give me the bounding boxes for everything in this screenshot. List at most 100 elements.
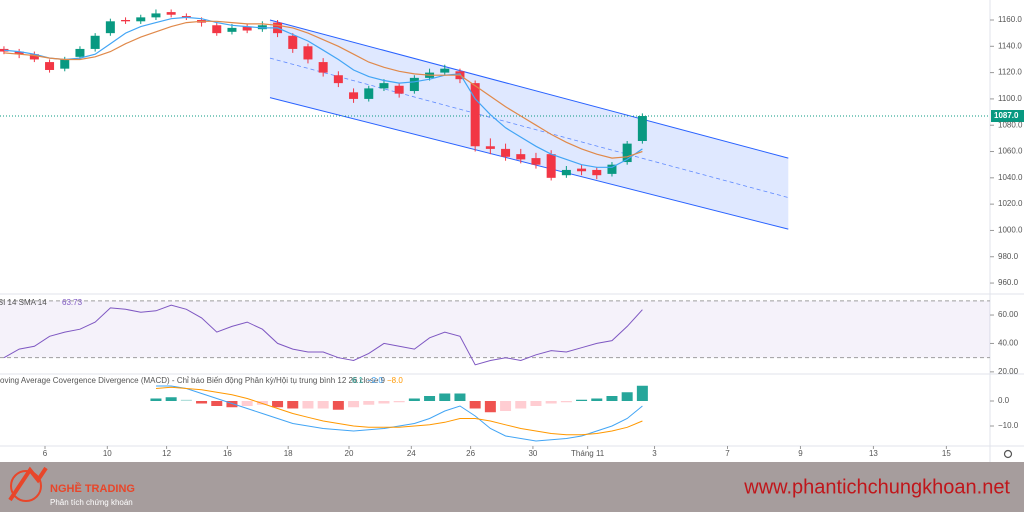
candle-body [45,62,55,70]
histogram-bar [439,393,451,401]
candle-body [592,169,602,176]
y-tick-label: 1040.0 [998,173,1023,182]
y-tick-label: 1020.0 [998,199,1023,208]
indicator-value: −8.0 [387,376,403,385]
histogram-bar [348,401,360,408]
macd-line [156,385,643,442]
y-tick-label: 0.0 [998,396,1010,405]
x-tick-label: 16 [223,449,232,458]
x-tick-label: 12 [162,449,171,458]
candle-body [60,59,70,69]
histogram-bar [180,399,192,401]
histogram-bar [256,401,268,405]
plot: 1087.01160.01140.01120.01100.01080.01060… [0,9,1024,458]
candle-body [151,13,161,18]
y-tick-label: 1120.0 [998,68,1022,77]
candle-body [577,168,587,172]
candle-body [303,46,313,60]
histogram-bar [424,396,436,401]
histogram-bar [165,397,177,401]
y-tick-label: 1140.0 [998,41,1022,50]
logo-icon [8,466,48,502]
y-tick-label: 1100.0 [998,94,1022,103]
histogram-bar [332,401,344,410]
moving-average [3,16,643,168]
x-tick-label: 13 [869,449,878,458]
last-price-label: 1087.0 [994,111,1019,120]
x-tick-label: 26 [466,449,475,458]
candle-body [212,25,222,34]
indicator-value: 6.1 [352,376,364,385]
candle-body [501,148,511,157]
candle-body [288,35,298,49]
x-tick-label: 3 [652,449,657,458]
channel-lower [269,97,789,230]
candle-body [561,169,571,176]
candle-body [333,75,343,84]
histogram-bar [378,401,390,404]
histogram-bar [302,401,314,409]
histogram-bar [576,399,588,401]
x-tick-label: 6 [43,449,48,458]
tagline: Phân tích chứng khoán [50,498,133,507]
candle-body [242,26,252,31]
rsi-line [3,304,643,366]
candle-body [394,85,404,94]
histogram-bar [530,401,542,406]
y-tick-label: 60.00 [998,310,1019,319]
last-price-tag [991,110,1024,123]
y-tick-label: 1000.0 [998,226,1023,235]
candle-body [516,154,526,160]
candle-body [607,164,617,174]
x-tick-label: 30 [528,449,537,458]
candle-body [364,88,374,99]
settings-icon[interactable] [1003,449,1013,459]
histogram-bar [621,392,633,401]
indicator-value: −2.0 [367,376,383,385]
x-tick-label: 9 [798,449,803,458]
y-tick-label: 40.00 [998,339,1019,348]
indicator-title: RSI 14 SMA 14 [0,298,47,307]
indicator-value: 63.73 [62,298,83,307]
histogram-bar [211,401,223,406]
histogram-bar [317,401,329,409]
candle-body [257,25,267,30]
candle-body [29,54,39,60]
candle-body [485,146,495,149]
histogram-bar [408,398,420,401]
x-tick-label: Tháng 11 [571,449,605,458]
candle-body [90,35,100,49]
x-tick-label: 24 [407,449,416,458]
x-tick-label: 10 [103,449,112,458]
candle-body [121,19,131,22]
candle-body [181,16,191,18]
candle-body [622,143,632,163]
candle-body [136,17,146,22]
y-tick-label: 1160.0 [998,15,1022,24]
logo-ring [10,470,42,502]
histogram-bar [469,401,481,409]
histogram-bar [545,401,557,404]
y-tick-label: 960.0 [998,278,1019,287]
x-tick-label: 18 [284,449,293,458]
histogram-bar [363,401,375,405]
y-tick-label: 20.00 [998,367,1019,376]
x-tick-label: 7 [725,449,730,458]
candle-body [227,27,237,32]
candle-body [14,51,24,55]
histogram-bar [241,401,253,406]
candle-body [349,92,359,99]
candle-body [105,21,115,34]
channel-middle [269,57,789,198]
y-tick-label: 980.0 [998,252,1019,261]
moving-average [3,20,643,159]
candle-body [440,68,450,73]
website-url[interactable]: www.phantichchungkhoan.net [743,476,1010,498]
histogram-bar [484,401,496,413]
candle-body [75,48,85,57]
histogram-bar [272,401,284,408]
rsi-band [0,300,990,358]
macd-line [155,386,643,436]
